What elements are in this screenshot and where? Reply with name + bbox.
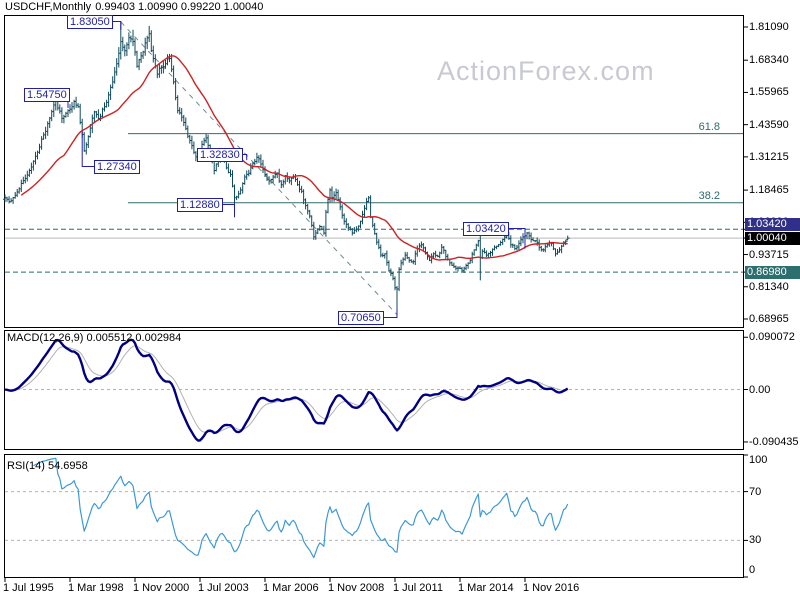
date-axis-label: 1 Nov 2000 <box>133 582 190 594</box>
price-ytick-label: 0.81340 <box>749 280 789 293</box>
date-axis-label: 1 Nov 2016 <box>523 582 580 594</box>
rsi-panel[interactable] <box>4 454 744 578</box>
price-ytick-label: 1.55965 <box>749 86 789 99</box>
rsi-ytick-label: 100 <box>749 454 768 466</box>
rsi-ytick-label: 70 <box>749 485 762 498</box>
macd-ytick-label: 0.00 <box>749 383 771 396</box>
rsi-ytick-label: 0 <box>749 564 756 576</box>
price-ytick-label: 1.31215 <box>749 150 789 163</box>
rsi-indicator-label: RSI(14) 54.6958 <box>7 460 88 472</box>
price-level-badge: 1.03420 <box>745 218 800 232</box>
macd-ytick-label: 0.090072 <box>749 331 795 344</box>
date-axis-label: 1 Jul 2003 <box>198 582 249 594</box>
date-axis-label: 1 Nov 2008 <box>328 582 385 594</box>
rsi-ytick-label: 30 <box>749 534 762 547</box>
date-axis-label: 1 Jul 2011 <box>393 582 443 594</box>
date-axis-label: 1 Mar 1998 <box>68 582 124 594</box>
price-ytick-label: 0.93715 <box>749 248 789 261</box>
price-ytick-label: 1.06090 <box>749 216 789 229</box>
price-level-badge: 0.86980 <box>745 266 800 280</box>
macd-indicator-label: MACD(12,26,9) 0.005512 0.002984 <box>7 332 182 344</box>
date-axis-label: 1 Jul 1995 <box>3 582 54 594</box>
price-ytick-label: 1.81090 <box>749 21 789 33</box>
chart-title: USDCHF,Monthly 0.99403 1.00990 0.99220 1.… <box>5 1 267 13</box>
watermark: ActionForex.com <box>437 56 655 86</box>
macd-ytick-label: -0.090435 <box>749 435 799 448</box>
macd-panel[interactable] <box>4 330 744 450</box>
price-ytick-label: 0.68965 <box>749 313 789 325</box>
price-level-badge: 1.00040 <box>745 232 800 246</box>
price-ytick-label: 1.18465 <box>749 184 789 197</box>
price-ytick-label: 1.43590 <box>749 118 789 131</box>
date-axis-label: 1 Mar 2006 <box>263 582 319 594</box>
date-axis-label: 1 Mar 2014 <box>458 582 514 594</box>
price-ytick-label: 1.68340 <box>749 54 789 67</box>
ohlc-values: 0.99403 1.00990 0.99220 1.00040 <box>95 1 264 13</box>
symbol-timeframe-label: USDCHF,Monthly <box>5 1 92 13</box>
